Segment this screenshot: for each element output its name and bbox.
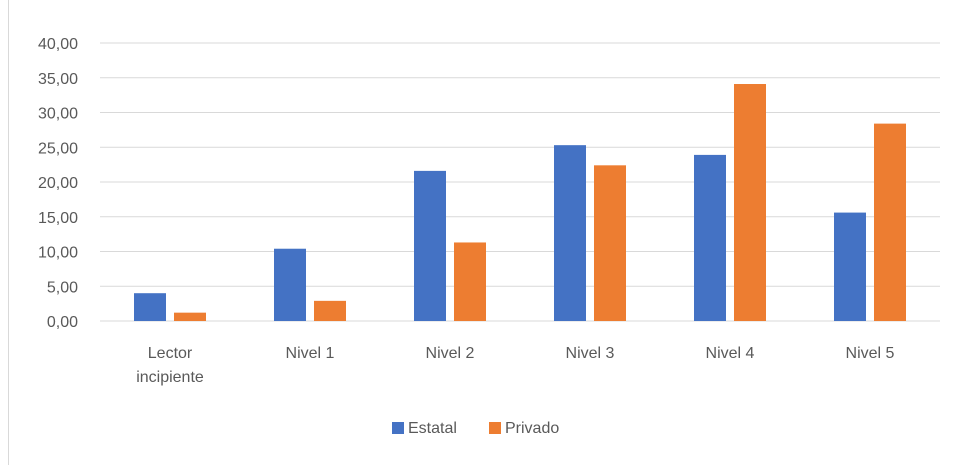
x-category-label: Nivel 3 [566, 345, 615, 362]
frame-left-border [8, 0, 9, 465]
bar-estatal-2 [414, 170, 446, 321]
legend-swatch-privado [489, 422, 501, 434]
legend-label-estatal: Estatal [408, 420, 457, 437]
x-category-label: Nivel 5 [846, 345, 895, 362]
bar-privado-4 [734, 84, 766, 321]
bar-estatal-1 [274, 248, 306, 321]
legend-label-privado: Privado [505, 420, 559, 437]
y-tick-label: 0,00 [47, 314, 78, 331]
bar-estatal-4 [694, 154, 726, 321]
bar-estatal-3 [554, 145, 586, 321]
bar-privado-0 [174, 312, 206, 321]
legend-swatch-estatal [392, 422, 404, 434]
bar-estatal-0 [134, 293, 166, 321]
y-tick-label: 30,00 [38, 106, 78, 123]
y-tick-label: 15,00 [38, 210, 78, 227]
y-tick-label: 35,00 [38, 71, 78, 88]
x-category-label: incipiente [136, 369, 204, 386]
bar-privado-2 [454, 242, 486, 321]
y-tick-label: 40,00 [38, 36, 78, 53]
y-tick-label: 5,00 [47, 279, 78, 296]
x-category-label: Nivel 4 [706, 345, 755, 362]
bar-estatal-5 [834, 212, 866, 321]
y-tick-label: 10,00 [38, 245, 78, 262]
bar-privado-1 [314, 300, 346, 321]
bar-privado-3 [594, 165, 626, 321]
y-tick-label: 20,00 [38, 175, 78, 192]
x-category-label: Nivel 2 [426, 345, 475, 362]
x-category-label: Lector [148, 345, 193, 362]
y-tick-label: 25,00 [38, 140, 78, 157]
bar-privado-5 [874, 123, 906, 322]
x-category-label: Nivel 1 [286, 345, 335, 362]
